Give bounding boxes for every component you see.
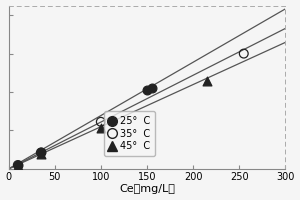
Point [242,52,246,55]
Point [149,87,154,90]
Point [98,126,103,129]
Point [38,150,43,153]
Point [145,89,149,92]
Legend: 25°  C, 35°  C, 45°  C: 25° C, 35° C, 45° C [103,111,155,156]
Point [15,163,20,167]
Point [15,163,20,167]
Point [205,80,209,83]
Point [38,153,43,156]
Point [98,120,103,123]
Point [38,151,43,154]
X-axis label: Ce（mg/L）: Ce（mg/L） [119,184,175,194]
Point [15,164,20,168]
